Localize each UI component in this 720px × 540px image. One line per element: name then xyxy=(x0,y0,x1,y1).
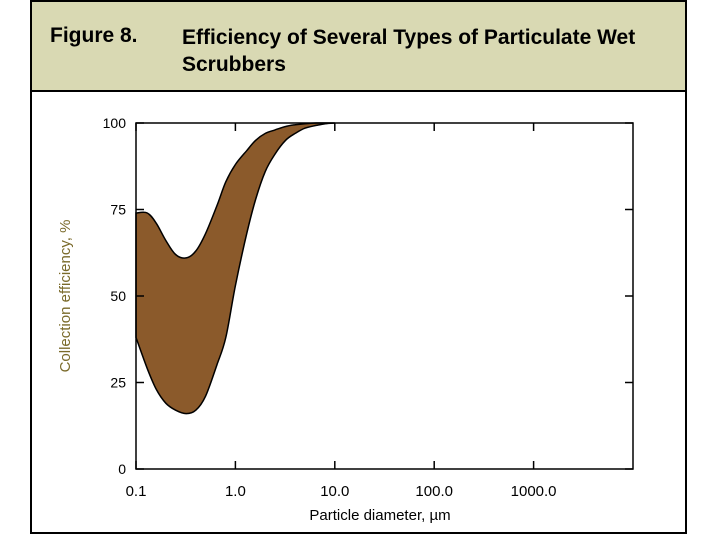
y-tick-label: 100 xyxy=(103,115,127,131)
x-tick-label: 10.0 xyxy=(320,483,349,500)
y-tick-label: 25 xyxy=(110,375,126,391)
y-tick-label: 75 xyxy=(110,202,126,218)
x-axis-label: Particle diameter, µm xyxy=(309,507,450,524)
efficiency-band xyxy=(135,122,335,415)
x-tick-label: 1000.0 xyxy=(511,483,557,500)
y-tick-label: 50 xyxy=(110,288,126,304)
x-tick-label: 1.0 xyxy=(225,483,246,500)
figure-title: Efficiency of Several Types of Particula… xyxy=(182,26,636,76)
x-tick-label: 0.1 xyxy=(126,483,147,500)
y-axis-label: Collection efficiency, % xyxy=(57,220,74,373)
figure-label: Figure 8. xyxy=(50,24,138,47)
x-tick-label: 100.0 xyxy=(415,483,453,500)
y-tick-label: 0 xyxy=(118,461,126,477)
figure-header: Figure 8. Efficiency of Several Types of… xyxy=(32,2,685,92)
